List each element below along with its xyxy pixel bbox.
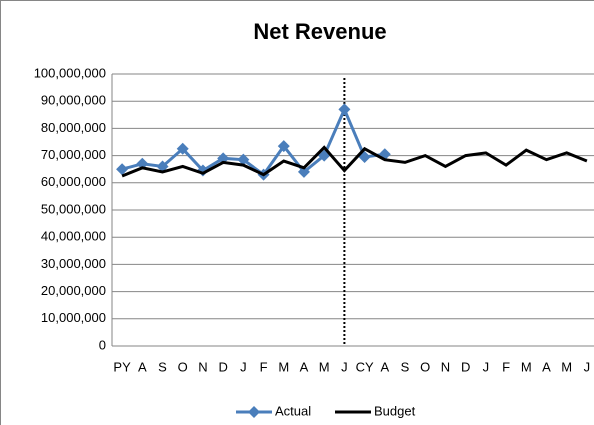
- y-tick-label: 70,000,000: [41, 147, 106, 162]
- y-tick-label: 90,000,000: [41, 93, 106, 108]
- x-tick-label: M: [278, 359, 289, 374]
- y-tick-label: 10,000,000: [41, 310, 106, 325]
- x-tick-label: J: [584, 359, 591, 374]
- x-tick-label: A: [300, 359, 309, 374]
- x-tick-label: J: [240, 359, 247, 374]
- x-tick-label: A: [380, 359, 389, 374]
- y-tick-label: 20,000,000: [41, 283, 106, 298]
- x-tick-label: D: [461, 359, 470, 374]
- data-point: [338, 103, 351, 116]
- x-tick-label: PY: [113, 359, 131, 374]
- y-tick-label: 80,000,000: [41, 120, 106, 135]
- y-tick-label: 100,000,000: [34, 65, 106, 80]
- x-tick-label: D: [218, 359, 227, 374]
- data-point: [277, 140, 290, 153]
- y-tick-label: 40,000,000: [41, 229, 106, 244]
- y-tick-label: 0: [99, 337, 106, 352]
- x-tick-label: S: [158, 359, 167, 374]
- x-tick-label: M: [521, 359, 532, 374]
- y-tick-label: 60,000,000: [41, 174, 106, 189]
- x-tick-label: S: [401, 359, 410, 374]
- legend-label: Actual: [275, 403, 311, 418]
- x-tick-label: M: [319, 359, 330, 374]
- x-tick-label: O: [178, 359, 188, 374]
- x-tick-label: CY: [356, 359, 374, 374]
- data-point: [136, 157, 149, 170]
- data-point: [237, 153, 250, 166]
- series-line: [121, 145, 588, 178]
- x-tick-label: A: [138, 359, 147, 374]
- legend-marker: [248, 406, 260, 418]
- x-tick-label: J: [341, 359, 348, 374]
- y-tick-label: 30,000,000: [41, 256, 106, 271]
- series-line: [121, 105, 386, 177]
- x-tick-label: N: [198, 359, 207, 374]
- y-tick-label: 50,000,000: [41, 201, 106, 216]
- data-point: [156, 160, 169, 173]
- x-tick-label: M: [561, 359, 572, 374]
- x-tick-label: J: [483, 359, 490, 374]
- legend-label: Budget: [374, 403, 416, 418]
- data-point: [297, 165, 310, 178]
- x-tick-label: N: [441, 359, 450, 374]
- chart-title: Net Revenue: [253, 19, 386, 44]
- data-point: [116, 163, 129, 176]
- data-point: [176, 142, 189, 155]
- x-tick-label: F: [502, 359, 510, 374]
- x-tick-label: O: [420, 359, 430, 374]
- x-tick-label: F: [260, 359, 268, 374]
- x-tick-label: A: [542, 359, 551, 374]
